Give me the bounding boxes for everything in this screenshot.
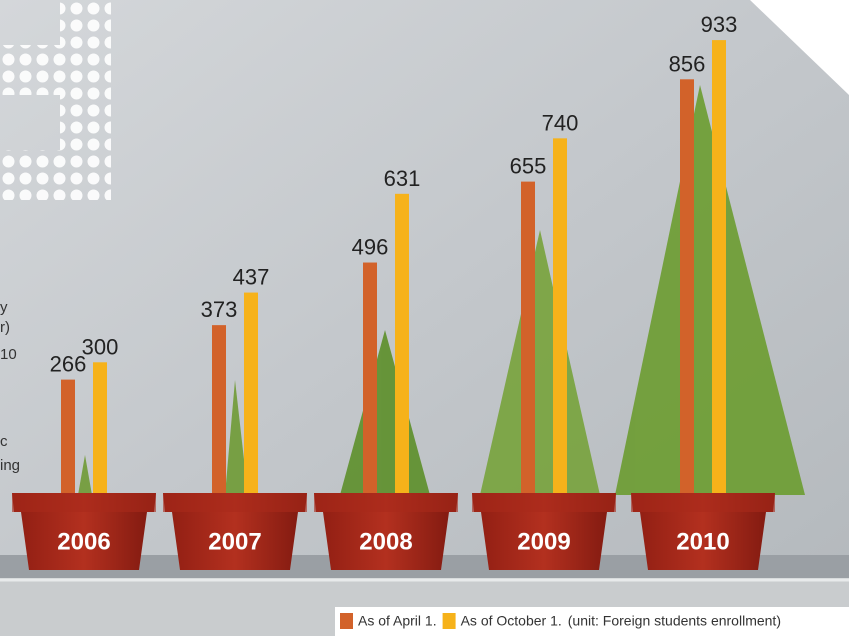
value-label: 373 [201, 297, 238, 322]
pot-rim [472, 493, 616, 512]
value-label: 300 [82, 334, 119, 359]
bar [363, 262, 377, 515]
bar [395, 193, 409, 516]
value-label: 655 [510, 154, 547, 179]
legend-label: As of October 1. [461, 613, 562, 629]
legend-swatch [340, 613, 353, 629]
cropped-text: y r) 10 c ing [0, 299, 20, 474]
value-label: 933 [701, 12, 738, 37]
pot [314, 493, 458, 570]
pot-rim [631, 493, 775, 512]
value-label: 856 [669, 51, 706, 76]
value-label: 631 [384, 166, 421, 191]
category-label: 2006 [57, 528, 110, 555]
pot [631, 493, 775, 570]
pot [12, 493, 156, 570]
corner-cut [750, 0, 849, 95]
pot-rim [314, 493, 458, 512]
value-label: 740 [542, 110, 579, 135]
cropped-text: y [0, 299, 8, 316]
cropped-text: r) [0, 319, 10, 336]
bar [521, 181, 535, 516]
value-label: 266 [50, 352, 87, 377]
pot-rim [163, 493, 307, 512]
category-label: 2008 [359, 528, 412, 555]
category-label: 2007 [208, 528, 261, 555]
legend-box [335, 607, 849, 636]
bar [244, 292, 258, 515]
legend-swatch [442, 613, 456, 629]
bar [61, 379, 75, 515]
bar [93, 362, 107, 515]
category-label: 2009 [517, 528, 570, 555]
pot [472, 493, 616, 570]
value-label: 496 [352, 235, 389, 260]
category-label: 2010 [676, 528, 729, 555]
value-label: 437 [233, 265, 270, 290]
unit-note: (unit: Foreign students enrollment) [568, 613, 781, 629]
dot-pattern [0, 0, 111, 200]
pot [163, 493, 307, 570]
pot-rim [12, 493, 156, 512]
cropped-text: c [0, 433, 8, 450]
legend-label: As of April 1. [358, 613, 437, 629]
bar [212, 325, 226, 515]
bar [712, 40, 726, 516]
cropped-text: 10 [0, 346, 17, 363]
cropped-text: ing [0, 457, 20, 474]
bar [553, 138, 567, 515]
bar [680, 79, 694, 516]
